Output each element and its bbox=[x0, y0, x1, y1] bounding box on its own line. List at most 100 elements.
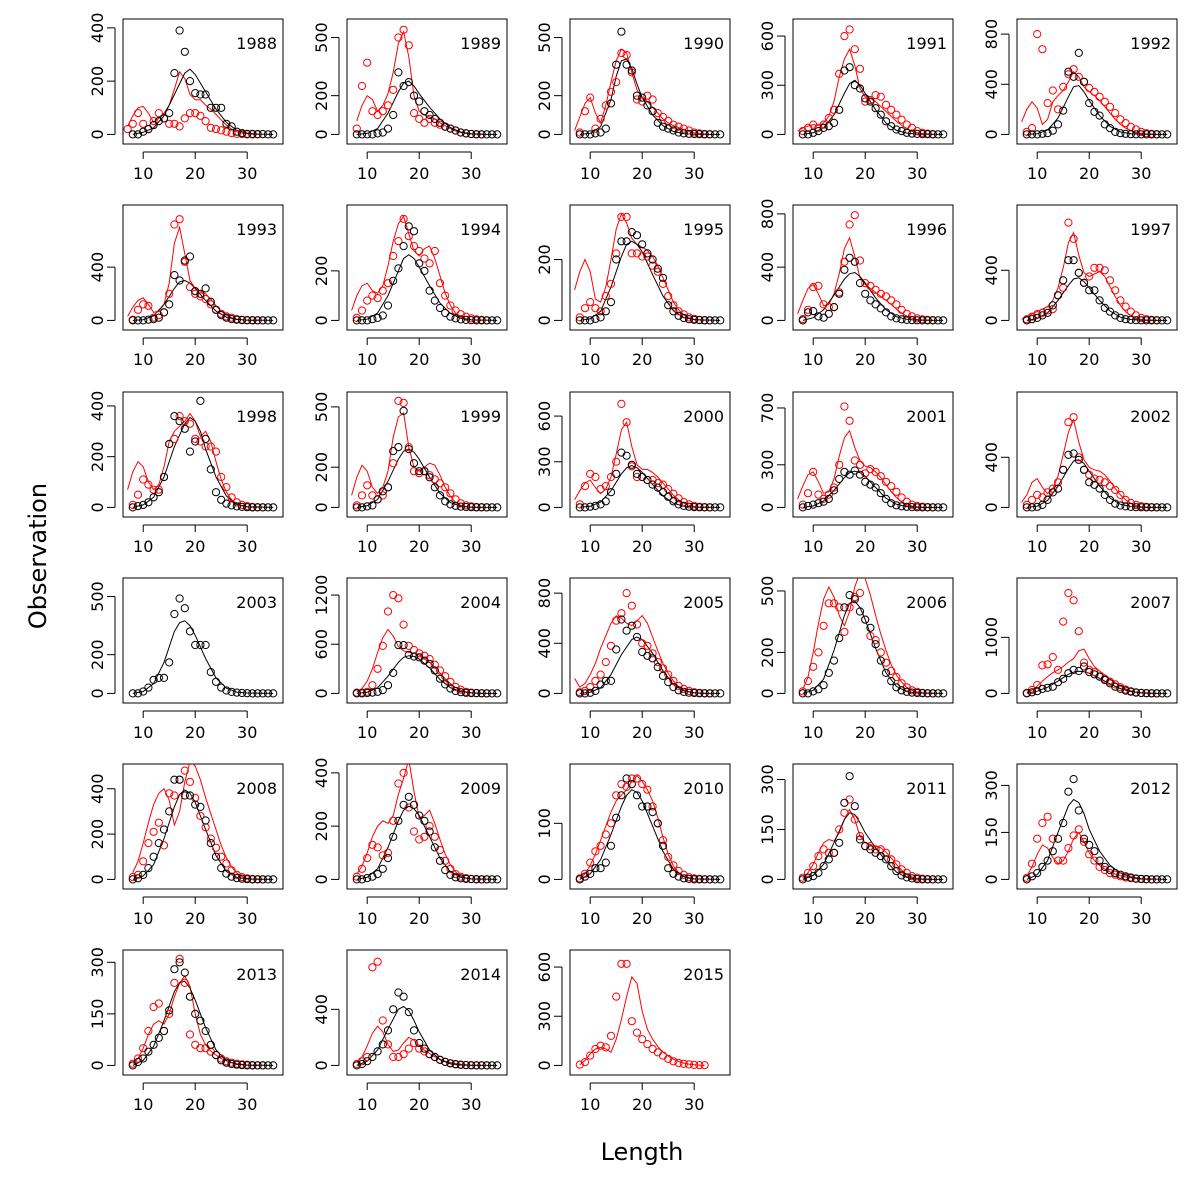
red-observation-point bbox=[617, 212, 626, 221]
panel-2006: 2006 0 200 500 10 20 30 bbox=[758, 576, 954, 742]
red-observation-point bbox=[451, 870, 460, 879]
black-observation-point bbox=[876, 304, 885, 313]
panel-plot-area bbox=[352, 764, 502, 884]
red-observation-point bbox=[648, 802, 657, 811]
y-tick-label: 0 bbox=[312, 502, 331, 512]
black-observation-point bbox=[420, 107, 429, 116]
black-observation-point bbox=[850, 595, 859, 604]
black-observation-point bbox=[829, 303, 839, 312]
red-observation-point bbox=[378, 107, 387, 116]
black-observation-point bbox=[1147, 130, 1156, 139]
black-observation-point bbox=[819, 123, 828, 133]
red-observation-point bbox=[638, 780, 647, 789]
black-observation-point bbox=[679, 129, 688, 138]
black-observation-point bbox=[149, 121, 158, 130]
panel-frame bbox=[1016, 18, 1178, 145]
red-observation-point bbox=[409, 109, 419, 118]
red-observation-point bbox=[133, 109, 143, 118]
black-observation-point bbox=[897, 315, 906, 324]
black-observation-point bbox=[627, 780, 636, 789]
y-tick-label: 0 bbox=[758, 129, 777, 139]
panel-year-label: 2009 bbox=[460, 779, 501, 798]
red-observation-point bbox=[1085, 272, 1094, 281]
x-tick-label: 10 bbox=[357, 909, 377, 928]
black-observation-point bbox=[196, 396, 205, 405]
black-observation-point bbox=[363, 502, 372, 511]
red-observation-point bbox=[165, 789, 174, 798]
black-observation-point bbox=[669, 307, 678, 316]
black-observation-point bbox=[1111, 869, 1120, 878]
black-observation-point bbox=[850, 466, 859, 475]
black-observation-point bbox=[352, 316, 361, 325]
black-observation-point bbox=[700, 316, 709, 325]
black-observation-point bbox=[923, 503, 932, 512]
red-observation-point bbox=[404, 641, 413, 651]
black-observation-point bbox=[700, 689, 709, 698]
red-observation-point bbox=[835, 825, 844, 834]
black-observation-point bbox=[159, 114, 169, 123]
red-observation-point bbox=[363, 854, 372, 863]
black-observation-point bbox=[441, 1057, 450, 1067]
red-observation-point bbox=[1074, 825, 1083, 834]
black-observation-point bbox=[191, 640, 200, 650]
y-tick-label: 300 bbox=[535, 1001, 554, 1032]
panel-plot-area bbox=[352, 591, 502, 698]
black-observation-point bbox=[902, 315, 911, 324]
black-observation-point bbox=[871, 300, 880, 309]
black-observation-point bbox=[627, 66, 636, 75]
black-observation-point bbox=[918, 130, 927, 139]
y-tick-label: 0 bbox=[88, 1060, 107, 1070]
black-observation-point bbox=[493, 875, 502, 884]
black-observation-point bbox=[638, 93, 647, 102]
black-observation-point bbox=[684, 129, 694, 138]
black-observation-point bbox=[835, 838, 844, 847]
red-observation-point bbox=[819, 300, 828, 309]
black-observation-point bbox=[902, 502, 911, 511]
y-tick-label: 200 bbox=[535, 244, 554, 275]
black-observation-point bbox=[1105, 495, 1115, 504]
black-observation-point bbox=[601, 676, 610, 686]
black-observation-point bbox=[191, 437, 200, 446]
black-observation-point bbox=[258, 130, 267, 139]
black-observation-point bbox=[467, 1061, 476, 1070]
black-observation-point bbox=[477, 875, 486, 884]
x-tick-label: 20 bbox=[855, 164, 875, 183]
black-observation-point bbox=[144, 1047, 153, 1056]
x-tick-label: 30 bbox=[1131, 723, 1151, 742]
black-observation-point bbox=[170, 965, 179, 974]
red-observation-point bbox=[363, 58, 372, 67]
black-observation-point bbox=[690, 503, 699, 512]
red-observation-point bbox=[1059, 82, 1068, 91]
x-tick-label: 30 bbox=[461, 909, 481, 928]
red-observation-point bbox=[803, 677, 813, 686]
panel-plot-area bbox=[574, 212, 725, 325]
black-observation-point bbox=[185, 77, 195, 86]
y-tick-label: 0 bbox=[535, 502, 554, 512]
red-observation-point bbox=[404, 803, 413, 812]
panel-plot-area bbox=[351, 214, 502, 325]
black-observation-point bbox=[269, 875, 278, 884]
black-observation-point bbox=[612, 813, 621, 822]
y-tick-label: 800 bbox=[982, 19, 1001, 50]
black-observation-point bbox=[409, 652, 419, 661]
black-observation-point bbox=[1038, 862, 1047, 872]
x-tick-label: 20 bbox=[1079, 723, 1099, 742]
y-tick-label: 400 bbox=[88, 252, 107, 283]
red-observation-point bbox=[1038, 661, 1047, 670]
black-observation-point bbox=[430, 843, 439, 852]
black-observation-point bbox=[378, 1040, 387, 1049]
y-tick-label: 400 bbox=[758, 252, 777, 283]
x-tick-label: 10 bbox=[580, 164, 600, 183]
black-observation-point bbox=[430, 666, 439, 675]
black-observation-point bbox=[191, 287, 200, 296]
red-observation-point bbox=[191, 109, 200, 118]
x-tick-label: 20 bbox=[1079, 537, 1099, 556]
red-observation-point bbox=[1074, 453, 1083, 462]
red-observation-point bbox=[185, 419, 195, 428]
y-tick-label: 600 bbox=[535, 401, 554, 432]
black-observation-point bbox=[606, 99, 616, 108]
red-observation-point bbox=[399, 620, 408, 629]
red-observation-point bbox=[632, 774, 642, 783]
black-observation-point bbox=[211, 852, 221, 861]
panel-frame bbox=[792, 18, 954, 145]
